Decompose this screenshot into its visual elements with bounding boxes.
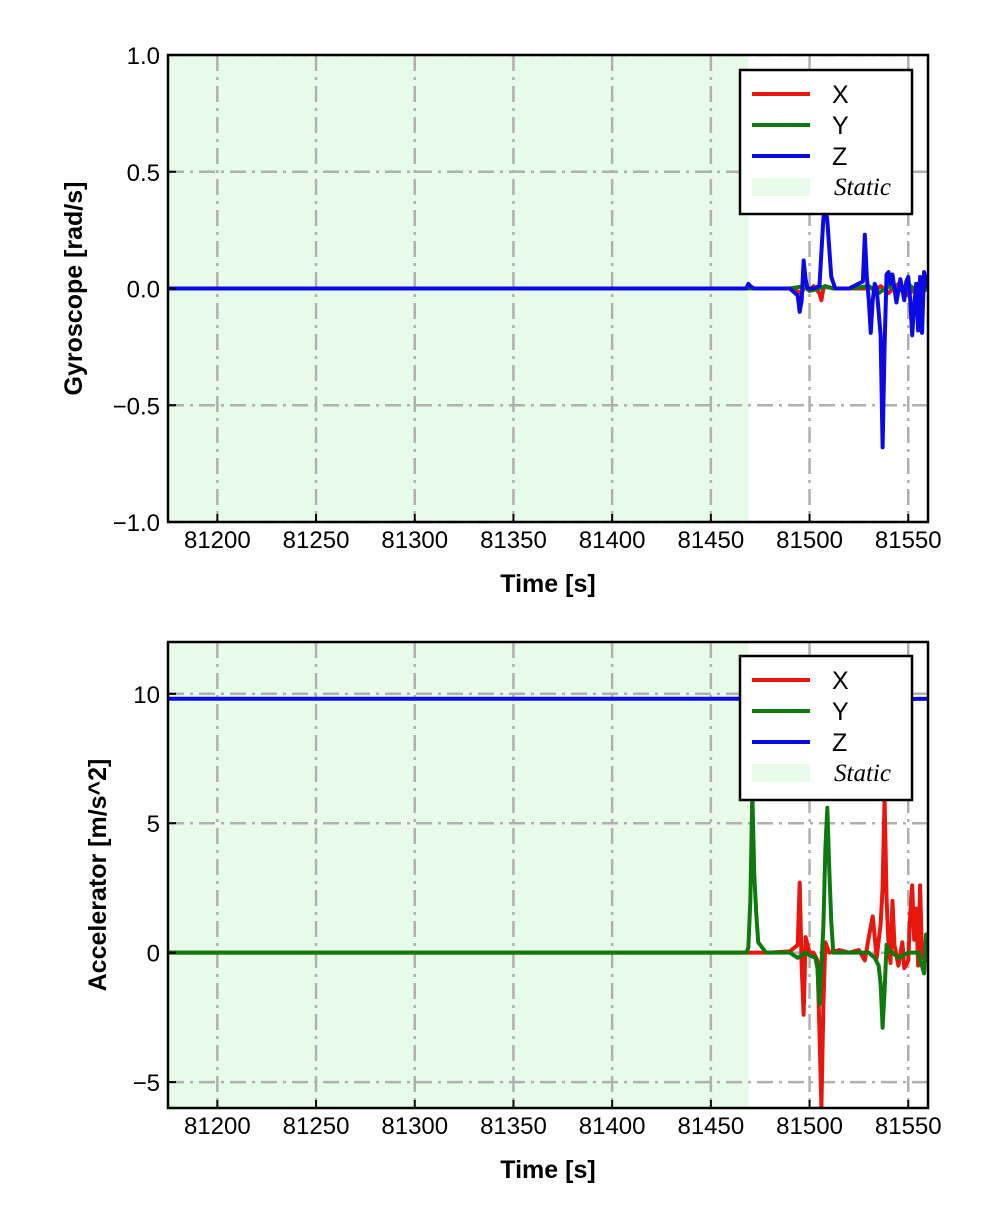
legend-label-z: Z: [832, 729, 847, 757]
x-tick-label: 81350: [480, 527, 547, 554]
legend-swatch-static: [752, 178, 810, 196]
x-tick-label: 81400: [579, 527, 646, 554]
accelerator-chart: 81200 81250 81300 81350 81400 81450 81500 81550…: [84, 640, 942, 1184]
y-tick-label: −1.0: [113, 510, 160, 537]
y-tick-label: −5: [133, 1070, 160, 1097]
series-line-z: [168, 202, 928, 450]
y-tick-label: 5: [147, 811, 160, 838]
series-line-x: [168, 795, 928, 1108]
y-tick-label: 0.5: [127, 160, 160, 187]
legend-swatch-static: [752, 764, 810, 782]
plot-frame: [166, 640, 930, 1110]
legend-label-y: Y: [832, 112, 849, 140]
legend-label-x: X: [832, 667, 849, 695]
x-tick-label: 81550: [875, 527, 942, 554]
x-tick-label: 81250: [283, 1113, 350, 1140]
x-tick-label: 81450: [677, 1113, 744, 1140]
x-axis-label: Time [s]: [500, 570, 595, 598]
legend: XYZ Static: [738, 654, 914, 802]
x-tick-label: 81400: [579, 1113, 646, 1140]
x-tick-label: 81300: [381, 527, 448, 554]
y-axis-label: Gyroscope [rad/s]: [60, 182, 88, 396]
x-tick-label: 81450: [677, 527, 744, 554]
y-axis-label: Accelerator [m/s^2]: [84, 759, 112, 992]
x-tick-label: 81250: [283, 527, 350, 554]
legend-label-static: Static: [834, 174, 891, 201]
y-tick-label: 0.0: [127, 277, 160, 304]
x-tick-label: 81300: [381, 1113, 448, 1140]
x-tick-label: 81200: [184, 527, 251, 554]
y-tick-label: 1.0: [127, 43, 160, 70]
x-tick-label: 81200: [184, 1113, 251, 1140]
series-line-y: [168, 790, 928, 1030]
y-tick-label: 0: [147, 941, 160, 968]
x-axis-label: Time [s]: [500, 1156, 595, 1184]
x-tick-label: 81350: [480, 1113, 547, 1140]
legend-label-static: Static: [834, 760, 891, 787]
gyroscope-chart: 81200 81250 81300 81350 81400 81450 81500 81550…: [60, 43, 942, 598]
static-region: [168, 642, 749, 1108]
x-tick-label: 81500: [776, 527, 843, 554]
legend-label-y: Y: [832, 698, 849, 726]
legend-label-z: Z: [832, 143, 847, 171]
x-tick-label: 81550: [875, 1113, 942, 1140]
legend-label-x: X: [832, 81, 849, 109]
legend: XYZ Static: [738, 68, 914, 216]
y-tick-label: −0.5: [113, 393, 160, 420]
y-tick-label: 10: [133, 682, 160, 709]
x-tick-label: 81500: [776, 1113, 843, 1140]
